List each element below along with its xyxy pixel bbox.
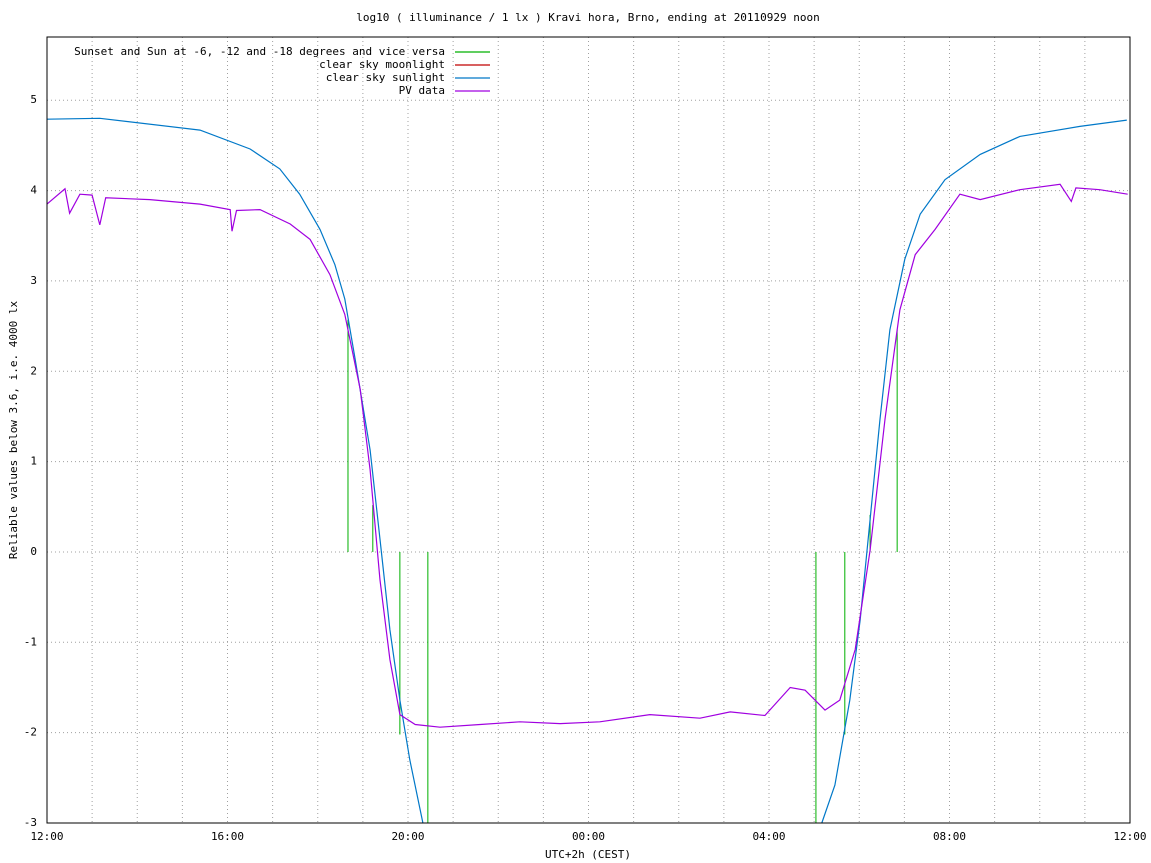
x-tick-label: 04:00 (752, 830, 785, 843)
chart-title: log10 ( illuminance / 1 lx ) Kravi hora,… (356, 11, 820, 24)
y-tick-label: 2 (30, 364, 37, 377)
y-tick-label: -2 (24, 726, 37, 739)
x-axis-label: UTC+2h (CEST) (545, 848, 631, 861)
y-axis-label: Reliable values below 3.6, i.e. 4000 lx (7, 300, 20, 559)
x-tick-label: 12:00 (1113, 830, 1146, 843)
x-tick-label: 20:00 (391, 830, 424, 843)
x-tick-label: 16:00 (211, 830, 244, 843)
y-tick-label: 5 (30, 93, 37, 106)
legend-label: clear sky sunlight (326, 71, 445, 84)
y-tick-label: 1 (30, 455, 37, 468)
line (46, 183, 1128, 728)
x-tick-label: 12:00 (30, 830, 63, 843)
x-tick-label: 00:00 (572, 830, 605, 843)
y-tick-label: 0 (30, 545, 37, 558)
legend-label: Sunset and Sun at -6, -12 and -18 degree… (74, 45, 445, 58)
y-tick-label: 3 (30, 274, 37, 287)
y-tick-label: 4 (30, 184, 37, 197)
y-tick-label: -1 (24, 635, 37, 648)
legend-label: clear sky moonlight (319, 58, 445, 71)
line (46, 117, 1127, 824)
legend-label: PV data (399, 84, 445, 97)
x-tick-label: 08:00 (933, 830, 966, 843)
y-tick-label: -3 (24, 816, 37, 829)
plot-frame (46, 36, 1131, 824)
